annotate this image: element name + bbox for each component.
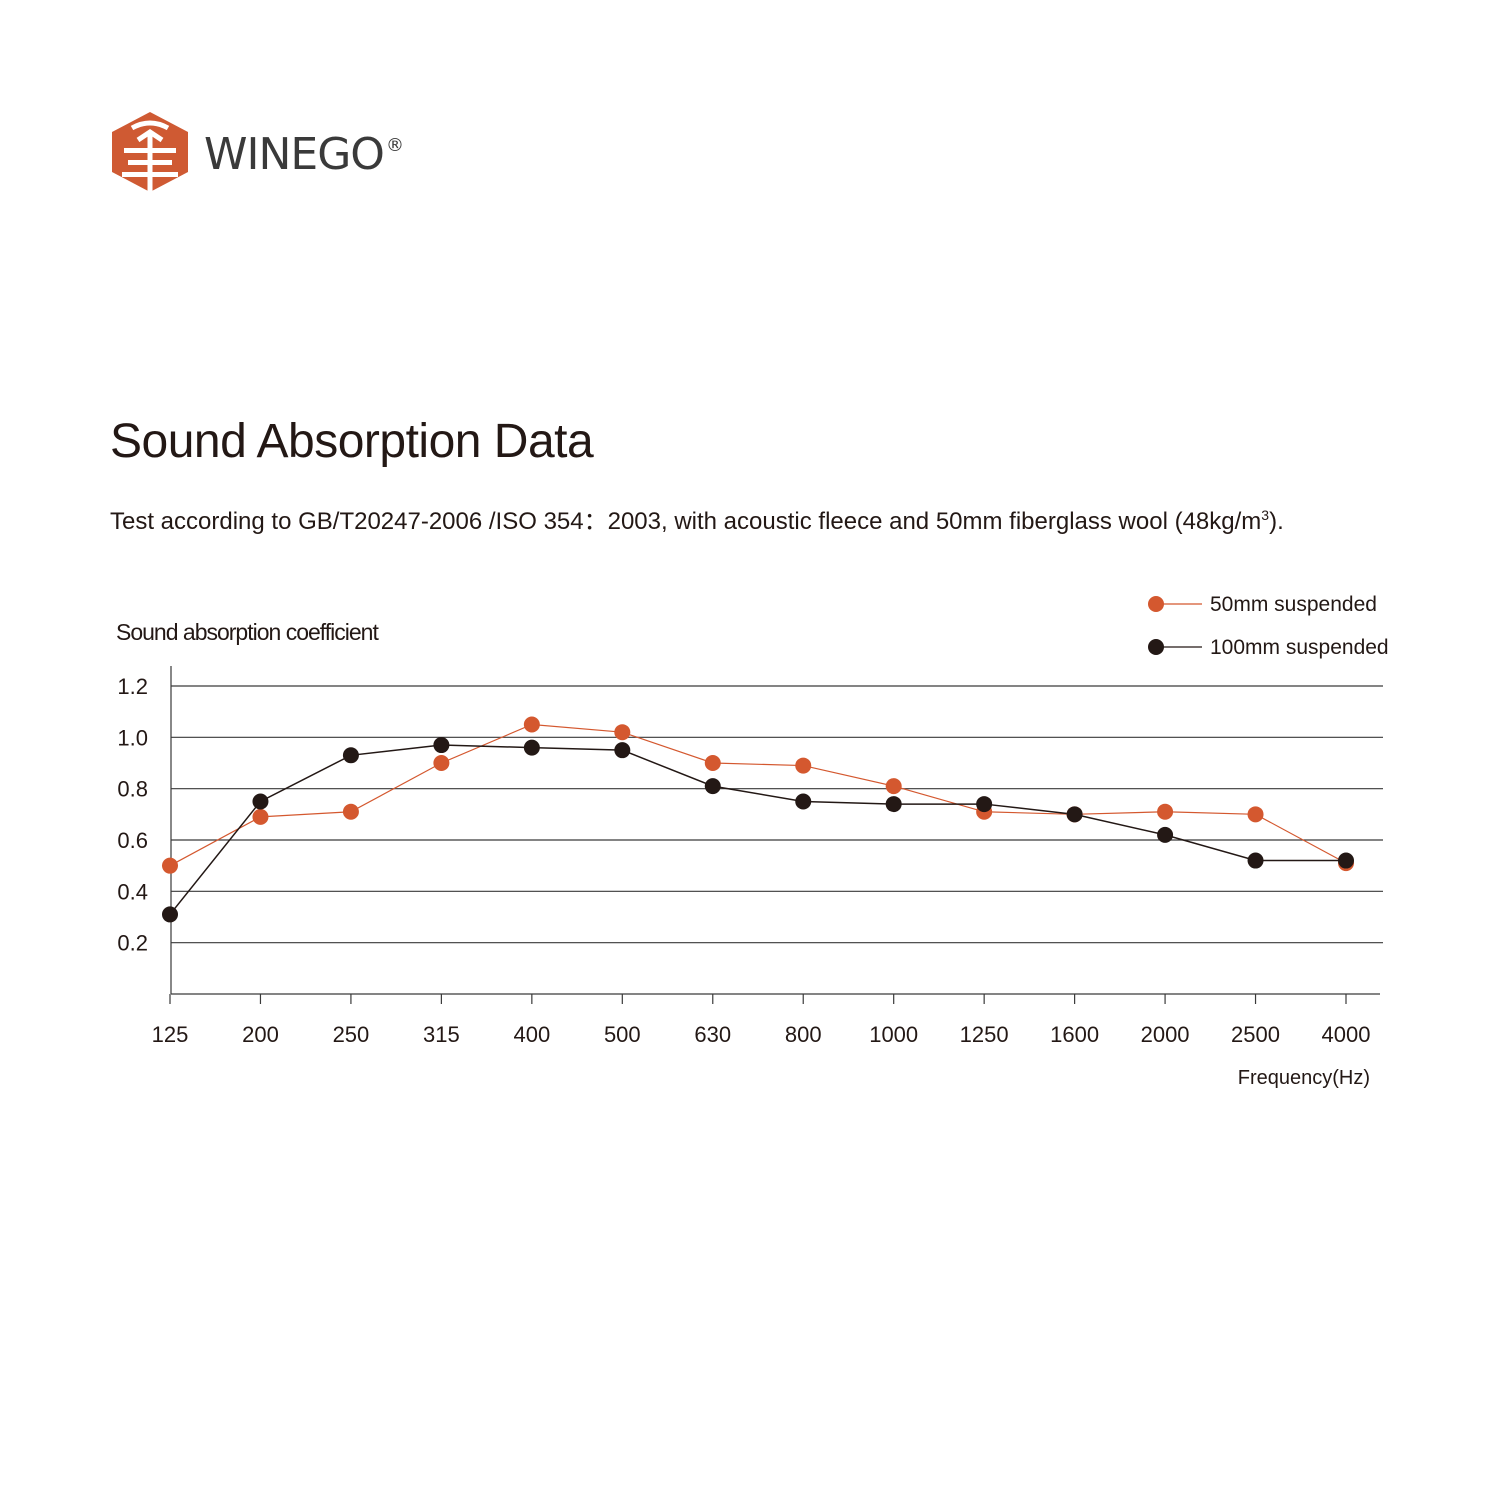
data-point (252, 808, 269, 825)
subtitle-end: ). (1269, 508, 1284, 535)
x-tick-label: 125 (152, 1022, 189, 1047)
y-tick-label: 0.4 (117, 879, 148, 904)
x-tick-label: 200 (242, 1022, 279, 1047)
data-point (523, 739, 540, 756)
x-tick-label: 315 (423, 1022, 460, 1047)
data-point (704, 778, 721, 795)
page-subtitle: Test according to GB/T20247-2006 /ISO 35… (110, 501, 1284, 536)
x-tick-label: 630 (694, 1022, 731, 1047)
x-tick-label: 1250 (960, 1022, 1009, 1047)
y-tick-label: 1.2 (117, 674, 148, 699)
data-point (162, 857, 178, 874)
winego-logo-icon (112, 112, 188, 192)
x-tick-label: 500 (604, 1022, 641, 1047)
data-point (1247, 806, 1264, 823)
data-point (1247, 852, 1264, 869)
legend-marker (1148, 596, 1164, 612)
x-tick-label: 400 (513, 1022, 550, 1047)
data-point (976, 796, 993, 813)
data-point (1338, 852, 1354, 869)
y-axis-title: Sound absorption coefficient (116, 619, 379, 645)
data-point (1157, 803, 1174, 820)
data-point (523, 716, 540, 733)
series-line (169, 744, 1346, 915)
x-tick-label: 2000 (1141, 1022, 1190, 1047)
x-tick-label: 2500 (1231, 1022, 1280, 1047)
data-point (252, 793, 269, 810)
data-point (795, 757, 812, 774)
y-tick-label: 0.6 (117, 828, 148, 853)
y-tick-label: 1.0 (117, 725, 148, 750)
data-point (342, 747, 359, 764)
legend-marker (1148, 639, 1164, 655)
subtitle-superscript: 3 (1261, 507, 1270, 523)
data-point (342, 803, 359, 820)
y-tick-label: 0.8 (117, 777, 148, 802)
data-point (433, 755, 450, 771)
x-tick-label: 250 (333, 1022, 370, 1047)
x-tick-label: 800 (785, 1022, 822, 1047)
series-line (169, 723, 1347, 867)
data-point (704, 755, 721, 771)
data-point (614, 724, 631, 741)
legend-label: 100mm suspended (1210, 636, 1389, 659)
registered-mark: ® (385, 134, 404, 156)
y-tick-label: 0.2 (117, 931, 148, 956)
data-point (1157, 826, 1174, 843)
legend-label: 50mm suspended (1210, 593, 1377, 616)
x-tick-label: 1600 (1050, 1022, 1099, 1047)
x-axis-title: Frequency(Hz) (1238, 1067, 1370, 1089)
brand-logo: WINEGO ® (110, 110, 404, 194)
data-point (795, 793, 812, 810)
page-title: Sound Absorption Data (110, 415, 594, 468)
x-tick-label: 1000 (869, 1022, 918, 1047)
subtitle-text: Test according to GB/T20247-2006 /ISO 35… (110, 508, 1262, 535)
data-point (885, 796, 902, 813)
data-point (162, 906, 178, 923)
data-point (885, 778, 902, 795)
brand-name-text: WINEGO (204, 128, 385, 180)
x-tick-label: 4000 (1322, 1022, 1371, 1047)
data-point (614, 742, 631, 759)
data-point (433, 737, 450, 754)
data-point (1066, 806, 1083, 823)
brand-name: WINEGO ® (204, 128, 404, 180)
